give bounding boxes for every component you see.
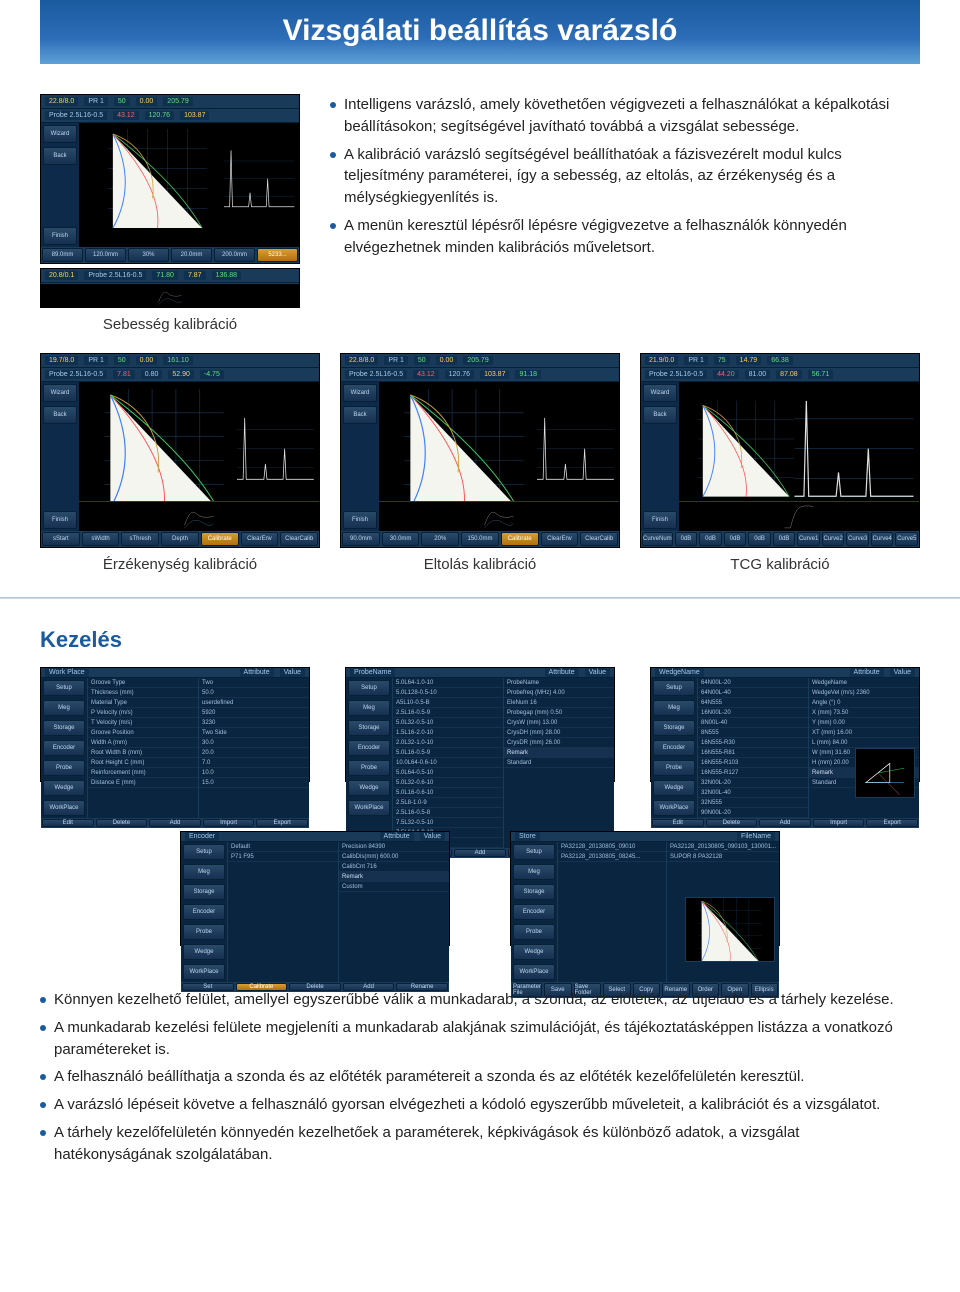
intro-bullet: Intelligens varázsló, amely követhetően …	[330, 94, 920, 138]
offset-cal-col: 22.8/8.0PR 1500.00205.79 Probe 2.5L16-0.…	[340, 353, 620, 573]
probe-attr-table: ProbeName Probefreq (MHz) 4.00EleNum 16P…	[503, 678, 614, 848]
probe-mgmt-col: ProbeNameAttributeValue Setup Meg Storag…	[345, 667, 615, 807]
finish-btn[interactable]: Finish	[43, 227, 77, 245]
mgmt-row-1: Work PlaceAttributeValue Setup Meg Stora…	[0, 667, 960, 807]
intro-bullet: A kalibráció varázsló segítségével beáll…	[330, 144, 920, 209]
path-mgmt-col: EncoderAttributeValue Setup Meg Storage …	[180, 831, 450, 971]
wedge-list: 64N00L-2064N00L-4064N55516N00L-208N00L-4…	[697, 678, 808, 818]
intro-bullets-col: Intelligens varázsló, amely követhetően …	[330, 94, 920, 333]
encoder-list: DefaultP71 F95	[227, 842, 338, 982]
work-attr-table: Groove TypeThickness (mm)Material TypeP …	[87, 678, 309, 818]
tcg-cal-screen: 21.9/0.0PR 17514.7966.38 Probe 2.5L16-0.…	[640, 353, 920, 548]
speed-cal-screen-1: 22.8/8.0PR 1500.00205.79 Probe 2.5L16-0.…	[40, 94, 300, 264]
offset-cal-screen: 22.8/8.0PR 1500.00205.79 Probe 2.5L16-0.…	[340, 353, 620, 548]
intro-bullet: A menün keresztül lépésről lépésre végig…	[330, 215, 920, 259]
encoder-attr-table: Precision 84390CalibDis(mm) 600.00CalibC…	[338, 842, 449, 982]
sens-cal-caption: Érzékenység kalibráció	[103, 556, 257, 573]
speed-cal-screen-2: 20.8/0.1Probe 2.5L16-0.571.807.87136.88	[40, 268, 300, 308]
intro-bullet-list: Intelligens varázsló, amely követhetően …	[330, 94, 920, 258]
bottom-bullet: A munkadarab kezelési felülete megjelení…	[40, 1017, 920, 1061]
bottom-bullet: A varázsló lépéseit követve a felhasznál…	[40, 1094, 920, 1116]
back-btn[interactable]: Back	[43, 147, 77, 165]
bottom-bullet-list: Könnyen kezelhető felület, amellyel egys…	[40, 989, 920, 1165]
storage-preview	[685, 897, 775, 962]
probe-mgmt-screen: ProbeNameAttributeValue Setup Meg Storag…	[345, 667, 615, 782]
page-title-banner: Vizsgálati beállítás varázsló	[40, 0, 920, 64]
wedge-mgmt-col: WedgeNameAttributeValue Setup Meg Storag…	[650, 667, 920, 807]
bottom-bullet: Könnyen kezelhető felület, amellyel egys…	[40, 989, 920, 1011]
storage-list: PA32128_20130805_09010PA32128_20130805_0…	[557, 842, 666, 982]
wedge-mgmt-screen: WedgeNameAttributeValue Setup Meg Storag…	[650, 667, 920, 782]
bottom-bullet: A tárhely kezelőfelületén könnyedén keze…	[40, 1122, 920, 1166]
bottom-bullets-wrap: Könnyen kezelhető felület, amellyel egys…	[0, 989, 960, 1165]
path-mgmt-screen: EncoderAttributeValue Setup Meg Storage …	[180, 831, 450, 946]
speed-cal-caption: Sebesség kalibráció	[103, 316, 237, 333]
mgmt-sidebar: Setup Meg Storage Encoder Probe Wedge Wo…	[41, 678, 87, 818]
sens-cal-screen: 19.7/8.0PR 1500.00161.10 Probe 2.5L16-0.…	[40, 353, 320, 548]
calibration-row: 19.7/8.0PR 1500.00161.10 Probe 2.5L16-0.…	[0, 353, 960, 573]
sens-cal-col: 19.7/8.0PR 1500.00161.10 Probe 2.5L16-0.…	[40, 353, 320, 573]
speed-cal-column: 22.8/8.0PR 1500.00205.79 Probe 2.5L16-0.…	[40, 94, 300, 333]
offset-cal-caption: Eltolás kalibráció	[424, 556, 537, 573]
wedge-diagram	[855, 748, 915, 798]
kezeles-title: Kezelés	[0, 627, 960, 653]
tcg-cal-col: 21.9/0.0PR 17514.7966.38 Probe 2.5L16-0.…	[640, 353, 920, 573]
probe-list: 5.0L64-1.0-105.0L128-0.5-10A5L10-0.5-B2.…	[392, 678, 503, 848]
section-divider	[0, 597, 960, 599]
wizard-btn[interactable]: Wizard	[43, 125, 77, 143]
wizard-sidebar: Wizard Back Finish	[41, 123, 79, 247]
bottom-bullet: A felhasználó beállíthatja a szonda és a…	[40, 1066, 920, 1088]
storage-mgmt-col: StoreFileName Setup Meg Storage Encoder …	[510, 831, 780, 971]
intro-row: 22.8/8.0PR 1500.00205.79 Probe 2.5L16-0.…	[0, 94, 960, 333]
work-mgmt-screen: Work PlaceAttributeValue Setup Meg Stora…	[40, 667, 310, 782]
cal-bottom-bar: 89.0mm120.0mm30%20.0mm200.0mm5233...	[41, 247, 299, 263]
storage-mgmt-screen: StoreFileName Setup Meg Storage Encoder …	[510, 831, 780, 946]
tcg-cal-caption: TCG kalibráció	[730, 556, 829, 573]
work-mgmt-col: Work PlaceAttributeValue Setup Meg Stora…	[40, 667, 310, 807]
